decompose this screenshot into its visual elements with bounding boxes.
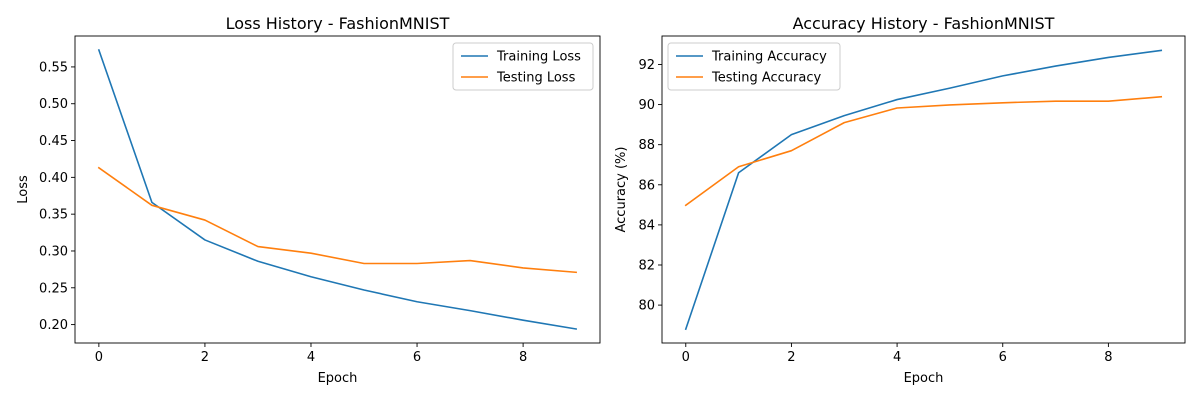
- plot-frame: [661, 35, 1186, 344]
- plot-frame: [74, 35, 601, 344]
- x-tick-label: 2: [787, 350, 795, 365]
- legend-label: Testing Accuracy: [711, 71, 821, 86]
- y-tick-label: 0.40: [39, 171, 68, 186]
- x-tick-label: 0: [95, 350, 103, 365]
- series-line-training-loss: [97, 48, 578, 330]
- y-tick-label: 0.45: [39, 134, 68, 149]
- x-tick-label: 8: [1104, 350, 1112, 365]
- y-tick-label: 82: [638, 258, 655, 273]
- x-tick-label: 2: [201, 350, 209, 365]
- y-tick-label: 0.50: [39, 97, 68, 112]
- x-tick-label: 6: [413, 350, 421, 365]
- y-tick-label: 84: [638, 218, 655, 233]
- y-tick-label: 80: [638, 299, 655, 314]
- series-line-testing-loss: [97, 166, 578, 274]
- x-axis-label: Epoch: [318, 371, 358, 386]
- x-axis-label: Epoch: [904, 371, 944, 386]
- loss-chart: Loss History - FashionMNIST 0 2 4 6 8 0.20 0.25…: [16, 14, 601, 386]
- y-axis-label: Accuracy (%): [614, 147, 629, 233]
- x-tick-label: 8: [519, 350, 527, 365]
- y-tick-label: 0.25: [39, 281, 68, 296]
- y-tick-label: 92: [638, 58, 655, 73]
- legend-box: [667, 42, 841, 91]
- chart-title: Loss History - FashionMNIST: [226, 14, 450, 33]
- y-tick-label: 0.20: [39, 318, 68, 333]
- legend-label: Testing Loss: [496, 71, 576, 86]
- y-tick-label: 88: [638, 138, 655, 153]
- legend-label: Training Loss: [496, 50, 581, 65]
- x-tick-label: 6: [999, 350, 1007, 365]
- y-axis-label: Loss: [16, 175, 31, 204]
- series-line-testing-accuracy: [684, 95, 1163, 207]
- x-tick-label: 0: [682, 350, 690, 365]
- x-tick-label: 4: [893, 350, 901, 365]
- y-tick-label: 0.35: [39, 208, 68, 223]
- legend: Training Accuracy Testing Accuracy: [667, 42, 841, 91]
- chart-title: Accuracy History - FashionMNIST: [793, 14, 1055, 33]
- accuracy-chart: Accuracy History - FashionMNIST 0 2 4 6 8 80 82…: [614, 14, 1186, 386]
- legend-box: [452, 42, 594, 91]
- y-tick-label: 86: [638, 178, 655, 193]
- y-tick-label: 0.55: [39, 60, 68, 75]
- series-line-training-accuracy: [684, 49, 1163, 331]
- x-tick-label: 4: [307, 350, 315, 365]
- legend-label: Training Accuracy: [711, 50, 827, 65]
- legend: Training Loss Testing Loss: [452, 42, 594, 91]
- y-tick-label: 90: [638, 98, 655, 113]
- y-tick-label: 0.30: [39, 244, 68, 259]
